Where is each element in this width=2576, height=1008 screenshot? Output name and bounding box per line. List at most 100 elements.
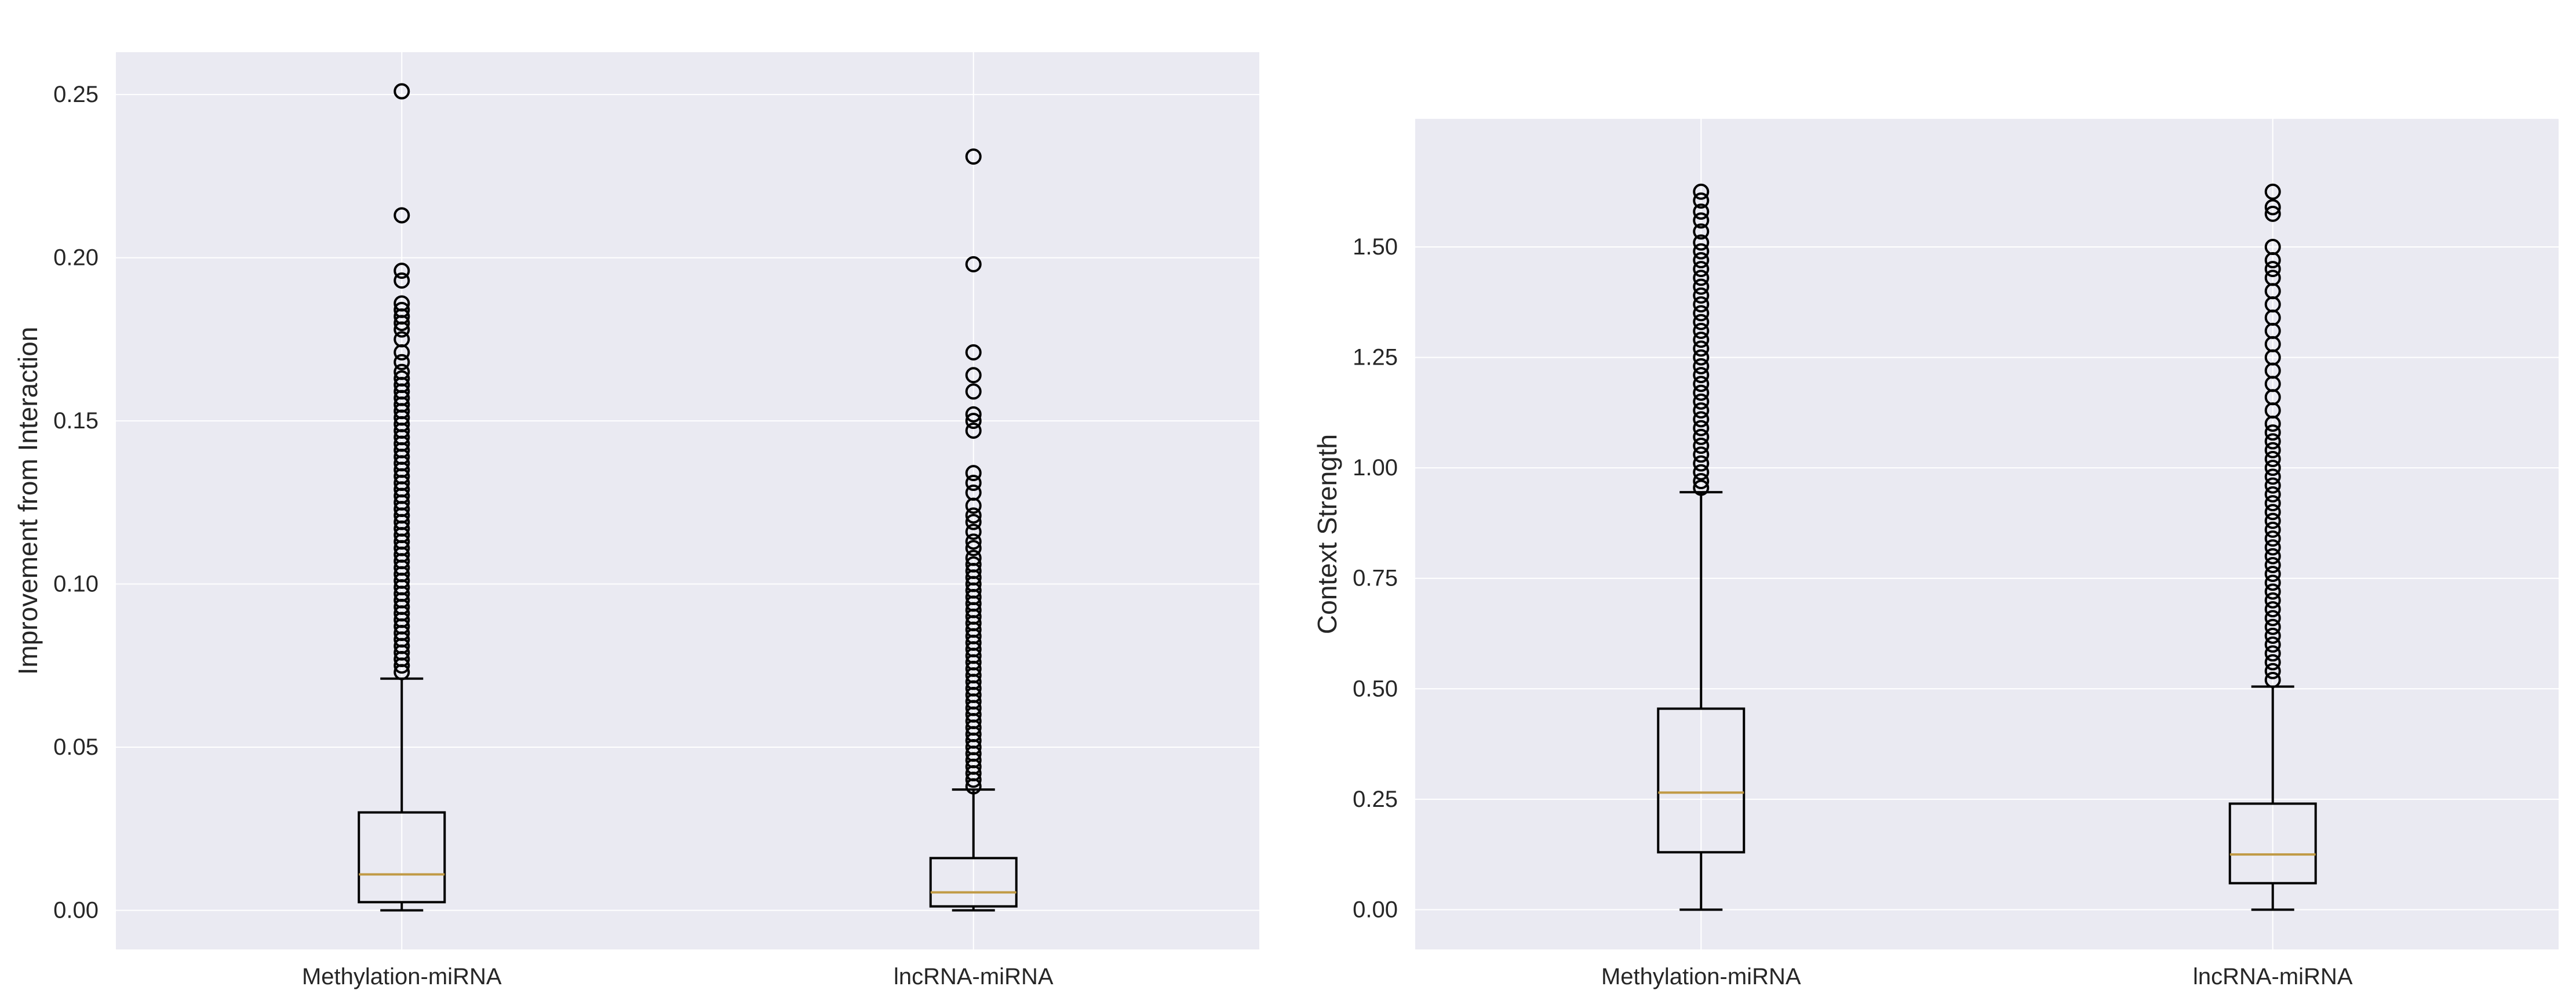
outlier-point [1693,270,1710,286]
outlier-point [965,523,982,540]
y-tick-label: 0.20 [53,245,99,271]
outlier-point [965,406,982,423]
outlier-point [2264,433,2281,450]
outlier-point [2264,556,2281,573]
outlier-point [393,263,410,279]
y-tick-label: 0.00 [1353,897,1398,922]
outlier-point [393,83,410,100]
outlier-point [1693,367,1710,384]
outlier-point [2264,495,2281,512]
outlier-point [1693,438,1710,454]
y-tick-label: 0.05 [53,734,99,760]
outlier-point [2264,530,2281,547]
outlier-point [2264,205,2281,222]
y-axis-label: Improvement from Interaction [13,327,43,675]
outlier-point [1693,212,1710,229]
outlier-point [2264,504,2281,521]
boxplot-methylation-mirna [358,83,446,912]
outlier-point [965,367,982,384]
boxplot-methylation-mirna [1657,183,1746,911]
x-tick-label: Methylation-miRNA [302,964,502,989]
outlier-point [1693,278,1710,295]
y-tick-label: 1.50 [1353,234,1398,260]
x-tick-label: Methylation-miRNA [1601,964,1801,989]
outlier-point [2264,601,2281,618]
outlier-point [1693,349,1710,366]
outlier-point [2264,548,2281,565]
outlier-point [393,664,410,681]
iqr-box [1657,707,1746,854]
outlier-point [2264,199,2281,216]
outlier-point [1693,287,1710,304]
outlier-point [965,422,982,439]
outlier-point [2264,539,2281,556]
outlier-point [965,497,982,514]
outlier-point [2264,645,2281,662]
outlier-point [965,413,982,430]
outlier-point [393,657,410,674]
plot-area [116,52,1259,949]
outlier-point [2264,183,2281,200]
outlier-point [1693,473,1710,490]
outlier-point [393,207,410,224]
x-tick-label: lncRNA-miRNA [2193,964,2353,989]
outlier-point [2264,672,2281,689]
outlier-point [1693,455,1710,472]
outlier-point [2264,610,2281,627]
outlier-point [965,465,982,482]
outlier-point [2264,477,2281,494]
y-tick-label: 0.25 [1353,787,1398,812]
plot-area [1415,119,2559,949]
outlier-point [965,514,982,530]
outlier-point [2264,574,2281,591]
outlier-point [965,778,982,795]
outlier-point [1693,446,1710,463]
outlier-point [2264,442,2281,458]
outlier-point [965,507,982,524]
outlier-point [2264,460,2281,476]
y-tick-label: 0.00 [53,897,99,923]
y-tick-label: 0.15 [53,408,99,434]
outlier-point [965,148,982,165]
outlier-point [965,344,982,361]
outlier-point [2264,627,2281,644]
outlier-point [965,383,982,400]
y-tick-label: 0.10 [53,572,99,597]
y-tick-label: 0.50 [1353,676,1398,701]
outlier-point [1693,464,1710,481]
outlier-point [2264,486,2281,503]
outlier-point [2264,654,2281,671]
outlier-point [1693,384,1710,401]
boxplot-lncrna-mirna [2228,183,2317,911]
outlier-point [1693,358,1710,374]
y-tick-label: 1.00 [1353,455,1398,481]
improvement-boxplot-panel: 0.00 0.05 0.10 0.15 0.20 0.25 Methylation-miRN… [13,52,1259,989]
outlier-point [1693,322,1710,339]
x-tick-label: lncRNA-miRNA [894,964,1054,989]
outlier-point [1693,376,1710,392]
boxplot-lncrna-mirna [929,148,1018,912]
outlier-point [2264,583,2281,600]
outlier-point [965,256,982,272]
y-axis-label: Context Strength [1312,434,1342,634]
outlier-point [2264,618,2281,635]
outlier-point [2264,424,2281,441]
y-tick-label: 0.25 [53,82,99,107]
outlier-point [1693,243,1710,260]
iqr-box [2228,802,2317,885]
outlier-point [1693,428,1710,445]
outlier-point [2264,663,2281,679]
outlier-point [1693,420,1710,436]
outlier-point [1693,479,1710,496]
outlier-point [1693,393,1710,410]
outlier-point [1693,402,1710,419]
outlier-point [2264,450,2281,467]
outlier-point [393,272,410,289]
y-tick-label: 1.25 [1353,345,1398,370]
outlier-point [965,475,982,492]
outlier-point [1693,261,1710,278]
outlier-point [1693,296,1710,313]
iqr-box [358,811,446,904]
outlier-point [393,315,410,332]
